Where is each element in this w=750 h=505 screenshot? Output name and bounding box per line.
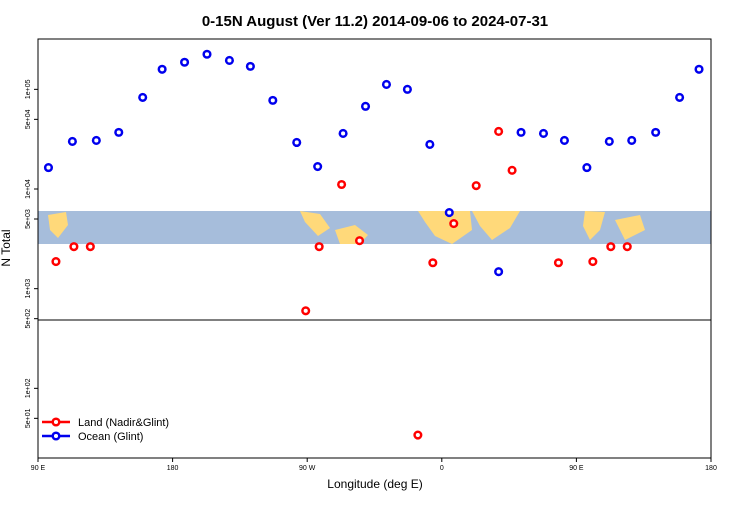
point (675, 92, 685, 102)
point (444, 208, 454, 218)
point (224, 55, 234, 65)
y-tick-label: 1e+04 (25, 179, 32, 199)
point (651, 127, 661, 137)
point (381, 79, 392, 89)
point (43, 163, 54, 173)
point (582, 163, 592, 173)
point (604, 136, 614, 147)
point (425, 139, 435, 149)
point (114, 127, 124, 137)
y-tick-label: 5e+02 (25, 309, 32, 329)
y-tick-label: 1e+02 (25, 378, 32, 398)
point (471, 181, 481, 191)
x-tick-label: 90 E (31, 465, 46, 472)
point (507, 165, 517, 175)
y-axis-label: N Total (0, 229, 13, 266)
legend-label: Land (Nadir&Glint) (78, 417, 169, 429)
point (301, 306, 311, 316)
point (245, 61, 255, 71)
point (413, 430, 423, 440)
point (157, 64, 167, 74)
point (202, 49, 212, 59)
y-tick-label: 5e+04 (25, 109, 32, 129)
point (516, 127, 526, 137)
point (449, 219, 459, 229)
x-tick-label: 90 W (299, 465, 316, 472)
y-tick-label: 1e+05 (25, 79, 32, 99)
point (606, 242, 616, 252)
plot-frame (37, 38, 712, 459)
point (494, 126, 504, 137)
legend-marker (51, 417, 61, 427)
point (91, 135, 101, 146)
point (588, 257, 598, 267)
point (67, 136, 77, 147)
y-tick-label: 5e+03 (25, 209, 32, 229)
point (694, 64, 704, 74)
point (402, 84, 412, 94)
x-axis-label: Longitude (deg E) (327, 477, 422, 491)
x-tick-label: 90 E (569, 465, 584, 472)
chart-title: 0-15N August (Ver 11.2) 2014-09-06 to 20… (202, 13, 548, 30)
map-strip (38, 211, 711, 244)
point (627, 135, 637, 146)
point (313, 162, 323, 172)
x-tick-label: 0 (440, 465, 444, 472)
legend-marker (51, 431, 61, 441)
point (51, 257, 61, 267)
point (85, 242, 95, 252)
point (69, 242, 79, 252)
x-tick-label: 180 (167, 465, 179, 472)
point (360, 101, 371, 111)
point (338, 128, 348, 138)
point (428, 258, 438, 268)
point (337, 179, 347, 190)
point (180, 57, 190, 67)
point (553, 258, 564, 268)
point (538, 128, 549, 138)
legend-label: Ocean (Glint) (78, 431, 143, 443)
point (314, 242, 324, 252)
point (354, 236, 365, 246)
x-tick-label: 180 (705, 465, 717, 472)
point (559, 135, 569, 146)
point (622, 242, 632, 252)
y-tick-label: 1e+03 (25, 279, 32, 299)
point (268, 95, 278, 105)
y-tick-label: 5e+01 (25, 408, 32, 428)
point (138, 92, 148, 102)
point (292, 137, 302, 148)
point (494, 267, 504, 277)
